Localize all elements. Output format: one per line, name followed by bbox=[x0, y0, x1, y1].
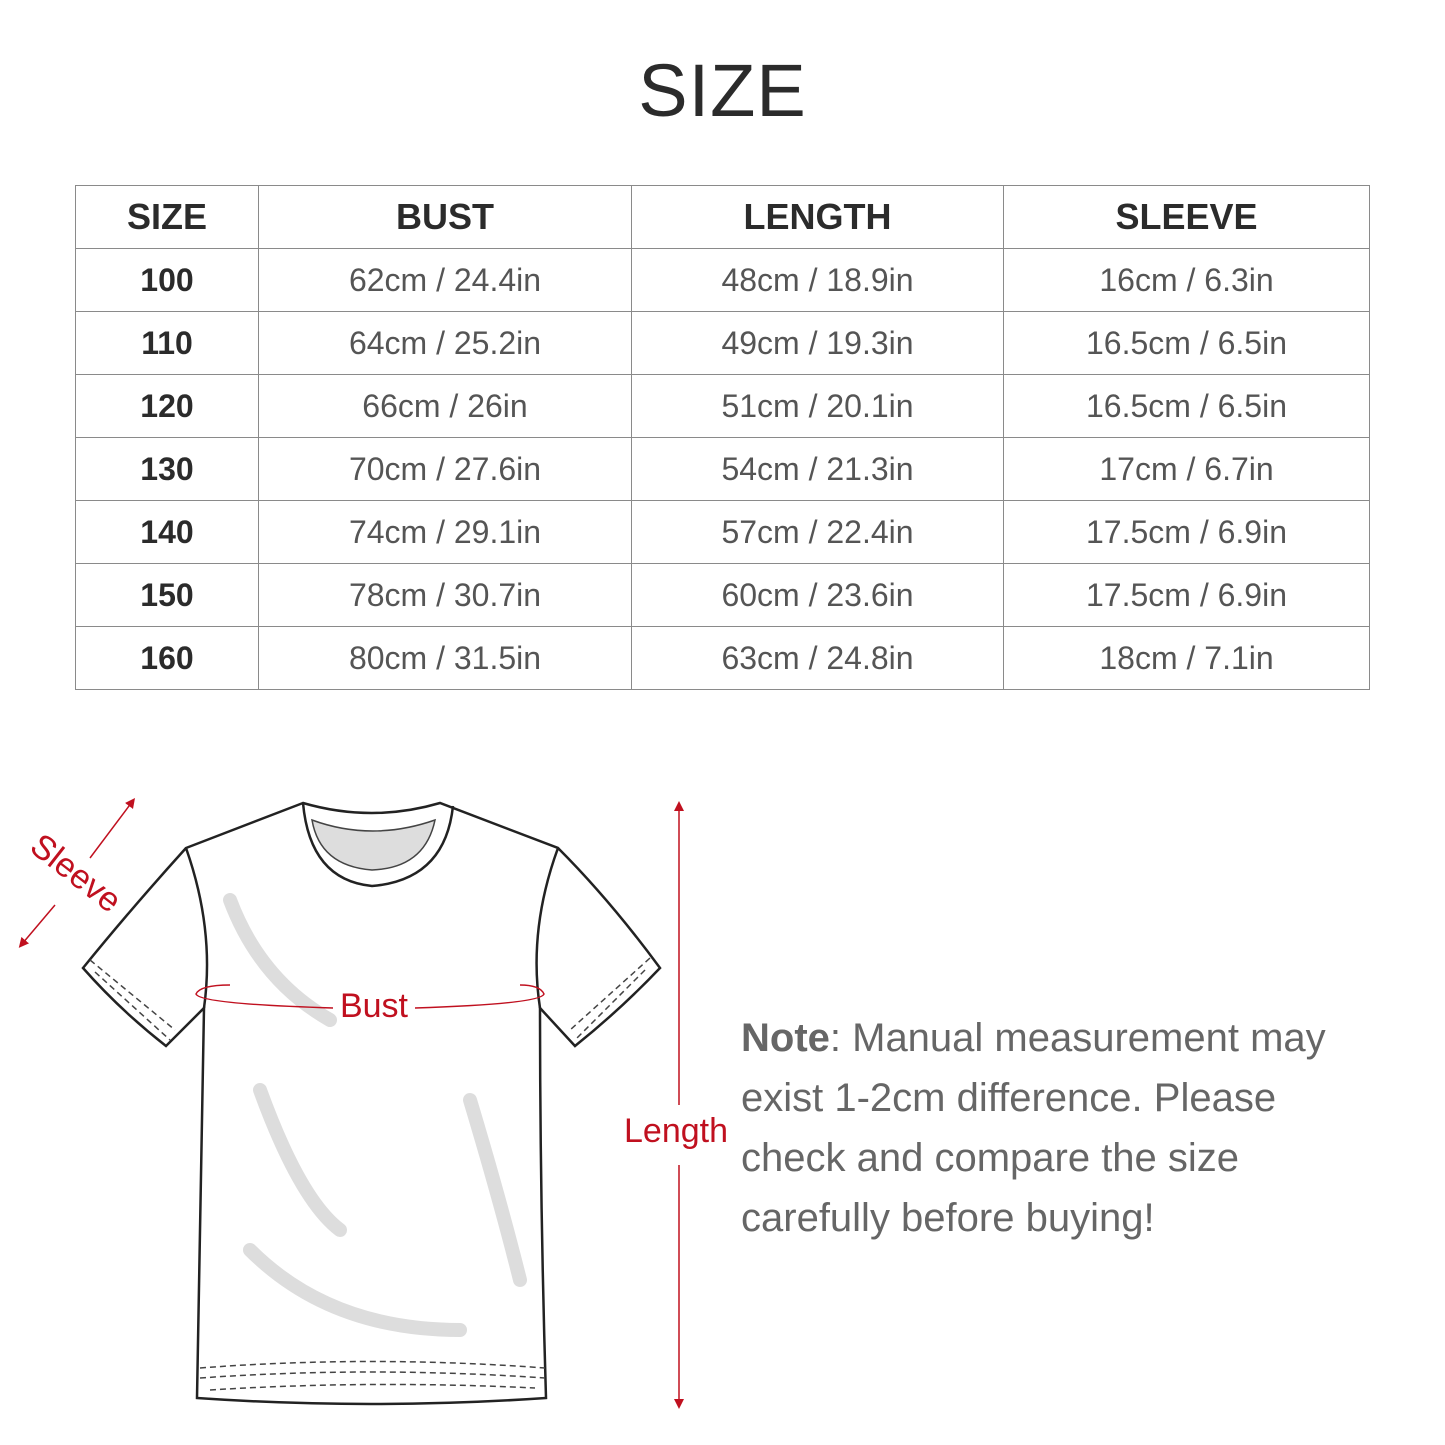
measurement-cell: 16.5cm / 6.5in bbox=[1003, 311, 1370, 375]
measurement-cell: 78cm / 30.7in bbox=[258, 563, 632, 627]
measurement-cell: 60cm / 23.6in bbox=[631, 563, 1004, 627]
table-row: 120 66cm / 26in 51cm / 20.1in 16.5cm / 6.5i… bbox=[75, 374, 1370, 438]
size-cell: 150 bbox=[75, 563, 259, 627]
bust-measure: Bust bbox=[195, 984, 545, 1025]
size-cell: 130 bbox=[75, 437, 259, 501]
table-row: 110 64cm / 25.2in 49cm / 19.3in 16.5cm / 6.… bbox=[75, 311, 1370, 375]
measurement-cell: 16cm / 6.3in bbox=[1003, 248, 1370, 312]
size-table: SIZE BUST LENGTH SLEEVE 100 62cm / 24.4in 48c… bbox=[75, 185, 1370, 690]
measurement-cell: 48cm / 18.9in bbox=[631, 248, 1004, 312]
length-measure: Length bbox=[624, 801, 728, 1409]
column-header: LENGTH bbox=[631, 185, 1004, 249]
measurement-cell: 63cm / 24.8in bbox=[631, 626, 1004, 690]
measurement-cell: 74cm / 29.1in bbox=[258, 500, 632, 564]
note-label: Note bbox=[741, 1016, 830, 1060]
measurement-cell: 57cm / 22.4in bbox=[631, 500, 1004, 564]
size-cell: 160 bbox=[75, 626, 259, 690]
measurement-cell: 17cm / 6.7in bbox=[1003, 437, 1370, 501]
table-row: 160 80cm / 31.5in 63cm / 24.8in 18cm / 7.1i… bbox=[75, 626, 1370, 690]
page-title: SIZE bbox=[638, 49, 807, 132]
measurement-cell: 51cm / 20.1in bbox=[631, 374, 1004, 438]
size-cell: 140 bbox=[75, 500, 259, 564]
note-text: Note: Manual measurement may exist 1-2cm… bbox=[741, 1008, 1391, 1248]
tshirt-icon bbox=[81, 801, 662, 1406]
column-header: SIZE bbox=[75, 185, 259, 249]
measurement-cell: 62cm / 24.4in bbox=[258, 248, 632, 312]
measurement-cell: 66cm / 26in bbox=[258, 374, 632, 438]
measurement-cell: 49cm / 19.3in bbox=[631, 311, 1004, 375]
table-row: 150 78cm / 30.7in 60cm / 23.6in 17.5cm / 6.… bbox=[75, 563, 1370, 627]
measurement-cell: 64cm / 25.2in bbox=[258, 311, 632, 375]
bust-label: Bust bbox=[340, 987, 409, 1025]
table-row: 140 74cm / 29.1in 57cm / 22.4in 17.5cm / 6.… bbox=[75, 500, 1370, 564]
measurement-cell: 54cm / 21.3in bbox=[631, 437, 1004, 501]
measurement-cell: 17.5cm / 6.9in bbox=[1003, 563, 1370, 627]
measurement-cell: 80cm / 31.5in bbox=[258, 626, 632, 690]
size-cell: 110 bbox=[75, 311, 259, 375]
measurement-cell: 70cm / 27.6in bbox=[258, 437, 632, 501]
measurement-cell: 17.5cm / 6.9in bbox=[1003, 500, 1370, 564]
column-header: SLEEVE bbox=[1003, 185, 1370, 249]
measurement-cell: 18cm / 7.1in bbox=[1003, 626, 1370, 690]
size-cell: 100 bbox=[75, 248, 259, 312]
table-row: 130 70cm / 27.6in 54cm / 21.3in 17cm / 6.7i… bbox=[75, 437, 1370, 501]
length-label: Length bbox=[624, 1112, 728, 1150]
sleeve-measure: Sleeve bbox=[18, 798, 135, 948]
table-row: 100 62cm / 24.4in 48cm / 18.9in 16cm / 6.3i… bbox=[75, 248, 1370, 312]
measurement-cell: 16.5cm / 6.5in bbox=[1003, 374, 1370, 438]
note-body: : Manual measurement may exist 1-2cm dif… bbox=[741, 1016, 1326, 1240]
sleeve-label: Sleeve bbox=[23, 826, 128, 920]
